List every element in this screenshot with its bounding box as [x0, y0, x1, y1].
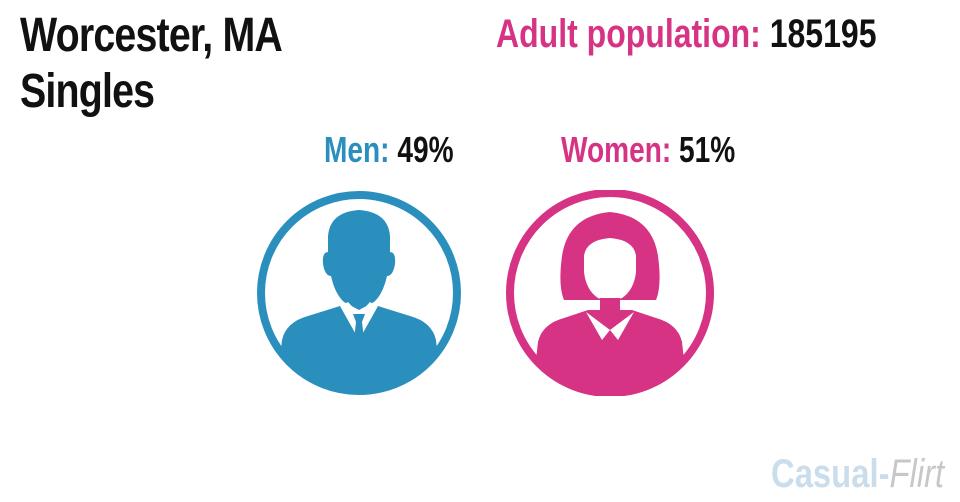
women-value: 51%: [679, 129, 736, 170]
logo-part-casual: Casual: [770, 452, 879, 496]
man-icon: [257, 191, 461, 395]
woman-icon: [506, 189, 714, 397]
adult-population: Adult population: 185195: [496, 10, 877, 58]
title-line-subtitle: Singles: [20, 65, 155, 118]
man-avatar: [256, 190, 462, 401]
men-label: Men:: [324, 129, 390, 170]
adult-population-label: Adult population:: [496, 12, 761, 56]
men-stat: Men: 49%: [324, 128, 454, 172]
woman-avatar: [502, 189, 718, 401]
logo-dash: -: [878, 452, 890, 496]
casual-flirt-logo: Casual-Flirt: [771, 452, 944, 496]
women-stat: Women: 51%: [561, 128, 735, 172]
page-title: Worcester, MA Singles: [20, 8, 283, 120]
men-value: 49%: [397, 129, 454, 170]
adult-population-value: 185195: [769, 12, 877, 56]
women-label: Women:: [561, 129, 672, 170]
title-line-city: Worcester, MA: [20, 9, 283, 62]
logo-part-flirt: Flirt: [889, 452, 944, 496]
